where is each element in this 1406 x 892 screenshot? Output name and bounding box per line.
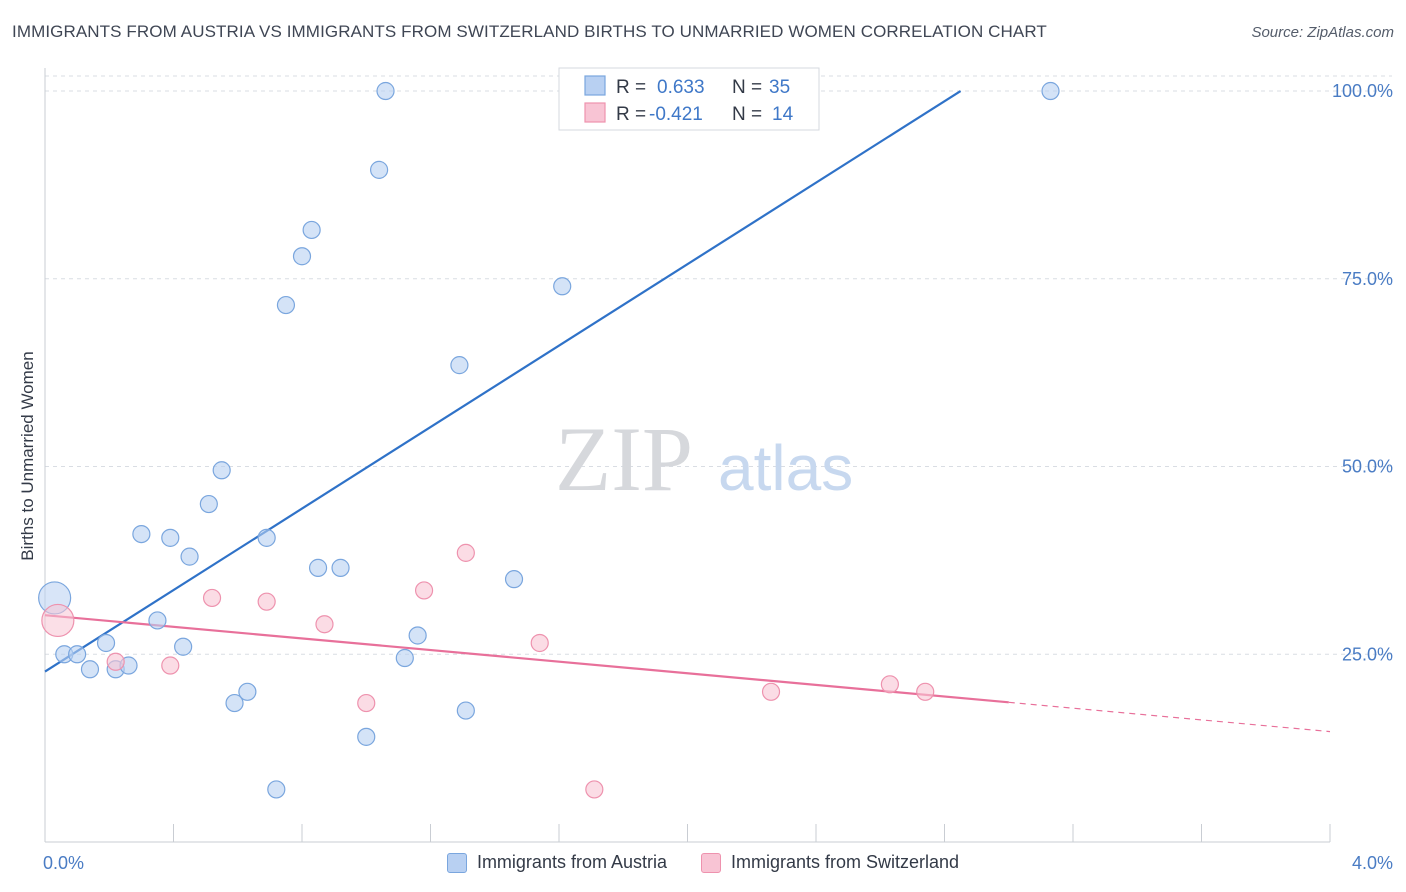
y-tick-label: 50.0% <box>1342 457 1393 477</box>
trend-line-switzerland-extrapolated <box>1008 701 1331 733</box>
data-point-austria[interactable] <box>553 277 572 296</box>
data-point-switzerland[interactable] <box>456 543 475 562</box>
legend-swatch-switzerland <box>584 102 606 123</box>
data-point-switzerland[interactable] <box>530 633 549 653</box>
data-point-austria[interactable] <box>370 160 389 179</box>
series-label-switzerland: Immigrants from Switzerland <box>730 852 960 872</box>
data-point-austria[interactable] <box>456 701 475 720</box>
data-point-austria[interactable] <box>174 637 193 656</box>
trend-line-switzerland <box>44 614 1009 704</box>
y-tick-label: 75.0% <box>1342 269 1393 289</box>
data-point-switzerland[interactable] <box>880 675 899 694</box>
y-tick-label: 100.0% <box>1332 81 1393 101</box>
data-point-austria[interactable] <box>302 220 321 240</box>
data-point-austria[interactable] <box>148 611 167 630</box>
series-legend-austria: Immigrants from Austria <box>446 852 667 873</box>
data-point-austria[interactable] <box>80 660 100 679</box>
series-label-austria: Immigrants from Austria <box>476 852 667 872</box>
data-point-austria[interactable] <box>212 461 231 480</box>
data-point-switzerland[interactable] <box>257 592 276 611</box>
data-point-switzerland[interactable] <box>41 603 75 638</box>
legend-n-value-austria: 35 <box>769 77 790 98</box>
series-swatch-switzerland <box>700 852 721 873</box>
data-point-austria[interactable] <box>276 295 296 315</box>
trend-lines <box>44 90 1331 733</box>
grid-lines <box>45 75 1392 655</box>
data-point-austria[interactable] <box>395 648 414 668</box>
watermark-atlas: atlas <box>718 432 853 504</box>
data-point-austria[interactable] <box>408 626 427 645</box>
data-point-switzerland[interactable] <box>357 693 376 713</box>
correlation-legend: R = 0.633 N = 35 R = -0.421 N = 14 <box>558 67 820 131</box>
data-point-switzerland[interactable] <box>202 588 222 608</box>
legend-r-value-switzerland: -0.421 <box>649 104 703 125</box>
data-point-austria[interactable] <box>450 356 469 375</box>
legend-r-label-austria: R = <box>616 77 646 98</box>
data-point-austria[interactable] <box>180 547 199 566</box>
data-point-switzerland[interactable] <box>585 780 604 799</box>
data-point-switzerland[interactable] <box>761 682 781 701</box>
data-point-austria[interactable] <box>225 693 244 713</box>
series-legend-switzerland: Immigrants from Switzerland <box>700 852 960 873</box>
data-point-austria[interactable] <box>267 780 286 799</box>
data-point-switzerland[interactable] <box>161 656 180 675</box>
data-point-switzerland[interactable] <box>916 682 935 701</box>
data-point-austria[interactable] <box>199 494 218 514</box>
watermark: ZIP atlas <box>555 408 853 510</box>
x-tick-labels: 0.0% 4.0% <box>43 853 1393 873</box>
x-tick-label-max: 4.0% <box>1352 853 1393 873</box>
chart-title: IMMIGRANTS FROM AUSTRIA VS IMMIGRANTS FR… <box>12 22 1047 41</box>
legend-r-label-switzerland: R = <box>616 104 646 125</box>
y-tick-label: 25.0% <box>1342 644 1393 664</box>
y-tick-labels: 25.0% 50.0% 75.0% 100.0% <box>1332 81 1393 664</box>
data-point-austria[interactable] <box>1041 81 1060 101</box>
data-point-austria[interactable] <box>504 570 524 589</box>
legend-r-value-austria: 0.633 <box>657 77 705 98</box>
data-point-austria[interactable] <box>238 682 257 701</box>
series-legend: Immigrants from Austria Immigrants from … <box>0 852 1406 873</box>
legend-n-label-austria: N = <box>732 77 762 98</box>
data-point-switzerland[interactable] <box>414 581 434 600</box>
data-point-austria[interactable] <box>357 727 376 746</box>
series-swatch-austria <box>446 852 467 873</box>
axes <box>44 68 1331 843</box>
data-point-austria[interactable] <box>376 81 395 101</box>
watermark-zip: ZIP <box>555 408 693 510</box>
trend-line-austria <box>44 90 962 673</box>
legend-n-label-switzerland: N = <box>732 104 762 125</box>
legend-swatch-austria <box>584 75 606 96</box>
x-tick-label-min: 0.0% <box>43 853 84 873</box>
data-point-austria[interactable] <box>96 633 116 653</box>
data-point-austria[interactable] <box>68 645 87 664</box>
data-point-austria[interactable] <box>331 558 350 577</box>
legend-n-value-switzerland: 14 <box>772 104 794 125</box>
data-point-austria[interactable] <box>292 247 312 266</box>
data-point-austria[interactable] <box>132 524 151 544</box>
data-point-austria[interactable] <box>308 558 328 577</box>
chart-source: Source: ZipAtlas.com <box>1251 24 1394 41</box>
data-point-switzerland[interactable] <box>106 652 125 671</box>
data-points <box>38 81 1060 799</box>
data-point-switzerland[interactable] <box>315 615 334 634</box>
data-point-austria[interactable] <box>257 528 276 547</box>
data-point-austria[interactable] <box>161 528 180 547</box>
